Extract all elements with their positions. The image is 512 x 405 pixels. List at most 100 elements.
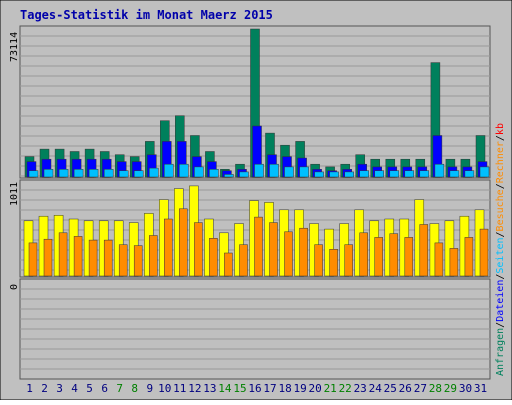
x-tick-label: 20 xyxy=(308,382,321,395)
bar-seiten-day-31 xyxy=(479,166,490,178)
bar-rechner-day-21 xyxy=(329,249,338,277)
legend-item: kb xyxy=(495,123,506,135)
x-tick-label: 11 xyxy=(173,382,186,395)
x-tick-label: 15 xyxy=(233,382,246,395)
bar-seiten-day-9 xyxy=(149,167,159,178)
bar-rechner-day-25 xyxy=(389,233,399,277)
x-tick-label: 17 xyxy=(263,382,276,395)
bar-seiten-day-23 xyxy=(359,170,369,178)
x-tick-label: 18 xyxy=(278,382,291,395)
bar-seiten-day-20 xyxy=(314,171,324,178)
bar-rechner-day-1 xyxy=(28,242,38,277)
legend-item: Seiten xyxy=(495,237,506,273)
bar-rechner-day-3 xyxy=(58,232,68,277)
x-tick-label: 28 xyxy=(429,382,442,395)
bar-seiten-day-11 xyxy=(179,163,189,178)
bar-seiten-day-7 xyxy=(118,170,129,178)
x-tick-label: 24 xyxy=(369,382,383,395)
x-tick-label: 10 xyxy=(158,382,171,395)
bar-rechner-day-7 xyxy=(118,244,128,277)
x-tick-label: 19 xyxy=(293,382,306,395)
bar-seiten-day-27 xyxy=(419,170,430,178)
bar-rechner-day-5 xyxy=(88,239,98,277)
bar-seiten-day-2 xyxy=(43,169,54,178)
x-tick-label: 12 xyxy=(188,382,201,395)
legend-item: / xyxy=(495,183,506,189)
bar-seiten-day-8 xyxy=(133,170,144,178)
chart-bars xyxy=(23,28,490,277)
bar-seiten-day-29 xyxy=(449,170,460,178)
legend-item: / xyxy=(495,135,506,141)
x-tick-label: 21 xyxy=(324,382,337,395)
bar-rechner-day-10 xyxy=(164,218,173,277)
bar-rechner-day-20 xyxy=(314,244,323,277)
bar-seiten-day-4 xyxy=(73,169,84,178)
bar-seiten-day-10 xyxy=(164,163,174,178)
legend-item: / xyxy=(495,322,506,328)
x-tick-label: 1 xyxy=(26,382,33,395)
legend-item: Anfragen xyxy=(495,328,506,376)
x-tick-label: 2 xyxy=(41,382,48,395)
x-tick-label: 29 xyxy=(444,382,457,395)
x-tick-label: 16 xyxy=(248,382,261,395)
bottom-panel-ymax-label: 0 xyxy=(9,284,20,290)
bar-seiten-day-18 xyxy=(284,166,294,178)
bar-seiten-day-6 xyxy=(103,169,114,178)
bar-rechner-day-27 xyxy=(419,224,429,277)
legend: Anfragen/Dateien/Seiten/Besuche/Rechner/… xyxy=(495,123,506,376)
bar-rechner-day-16 xyxy=(254,216,263,277)
bar-rechner-day-14 xyxy=(224,252,233,277)
bar-rechner-day-23 xyxy=(359,232,368,277)
x-tick-label: 3 xyxy=(56,382,63,395)
bar-rechner-day-2 xyxy=(43,238,53,277)
x-tick-label: 23 xyxy=(354,382,367,395)
bar-rechner-day-8 xyxy=(133,245,143,277)
bar-seiten-day-1 xyxy=(28,170,39,178)
x-tick-label: 13 xyxy=(203,382,216,395)
x-tick-label: 5 xyxy=(86,382,93,395)
chart-title: Tages-Statistik im Monat Maerz 2015 xyxy=(20,8,273,22)
x-tick-label: 4 xyxy=(71,382,78,395)
bar-rechner-day-30 xyxy=(464,237,474,277)
bar-seiten-day-25 xyxy=(389,170,400,178)
legend-item: Rechner xyxy=(495,141,506,183)
bar-rechner-day-15 xyxy=(239,244,248,277)
x-tick-label: 22 xyxy=(339,382,352,395)
bar-seiten-day-21 xyxy=(329,171,339,178)
bar-seiten-day-14 xyxy=(224,174,234,178)
x-tick-label: 7 xyxy=(116,382,123,395)
x-axis-labels: 1 2 3 4 5 6 7 8 9 10 11 12 13 14 15 16 17 18 19 20 21 22 23 24 2… xyxy=(26,382,487,395)
bar-seiten-day-19 xyxy=(299,166,309,178)
bar-rechner-day-4 xyxy=(73,236,83,277)
bar-seiten-day-16 xyxy=(254,163,264,178)
bar-rechner-day-19 xyxy=(299,227,308,277)
x-tick-label: 25 xyxy=(384,382,397,395)
bar-seiten-day-5 xyxy=(88,169,99,178)
bar-seiten-day-15 xyxy=(239,171,249,178)
bar-seiten-day-30 xyxy=(464,170,475,178)
bar-rechner-day-24 xyxy=(374,237,383,277)
x-tick-label: 27 xyxy=(414,382,427,395)
bar-rechner-day-13 xyxy=(209,238,218,277)
legend-item: / xyxy=(495,274,506,280)
bar-rechner-day-22 xyxy=(344,244,353,277)
legend-item: Besuche xyxy=(495,189,506,231)
bar-rechner-day-17 xyxy=(269,222,278,277)
x-tick-label: 31 xyxy=(474,382,487,395)
x-tick-label: 14 xyxy=(218,382,232,395)
bar-rechner-day-18 xyxy=(284,231,293,277)
bar-rechner-day-29 xyxy=(449,248,459,277)
x-tick-label: 6 xyxy=(101,382,108,395)
top-panel-ymax-label: 73114 xyxy=(9,32,20,62)
legend-item: Dateien xyxy=(495,280,506,322)
bar-seiten-day-13 xyxy=(209,169,219,178)
bar-rechner-day-12 xyxy=(194,222,203,277)
bar-seiten-day-24 xyxy=(374,170,384,178)
bar-seiten-day-26 xyxy=(404,170,415,178)
x-tick-label: 9 xyxy=(146,382,153,395)
bar-rechner-day-31 xyxy=(479,228,489,277)
x-tick-label: 8 xyxy=(131,382,138,395)
bar-seiten-day-28 xyxy=(434,163,445,178)
